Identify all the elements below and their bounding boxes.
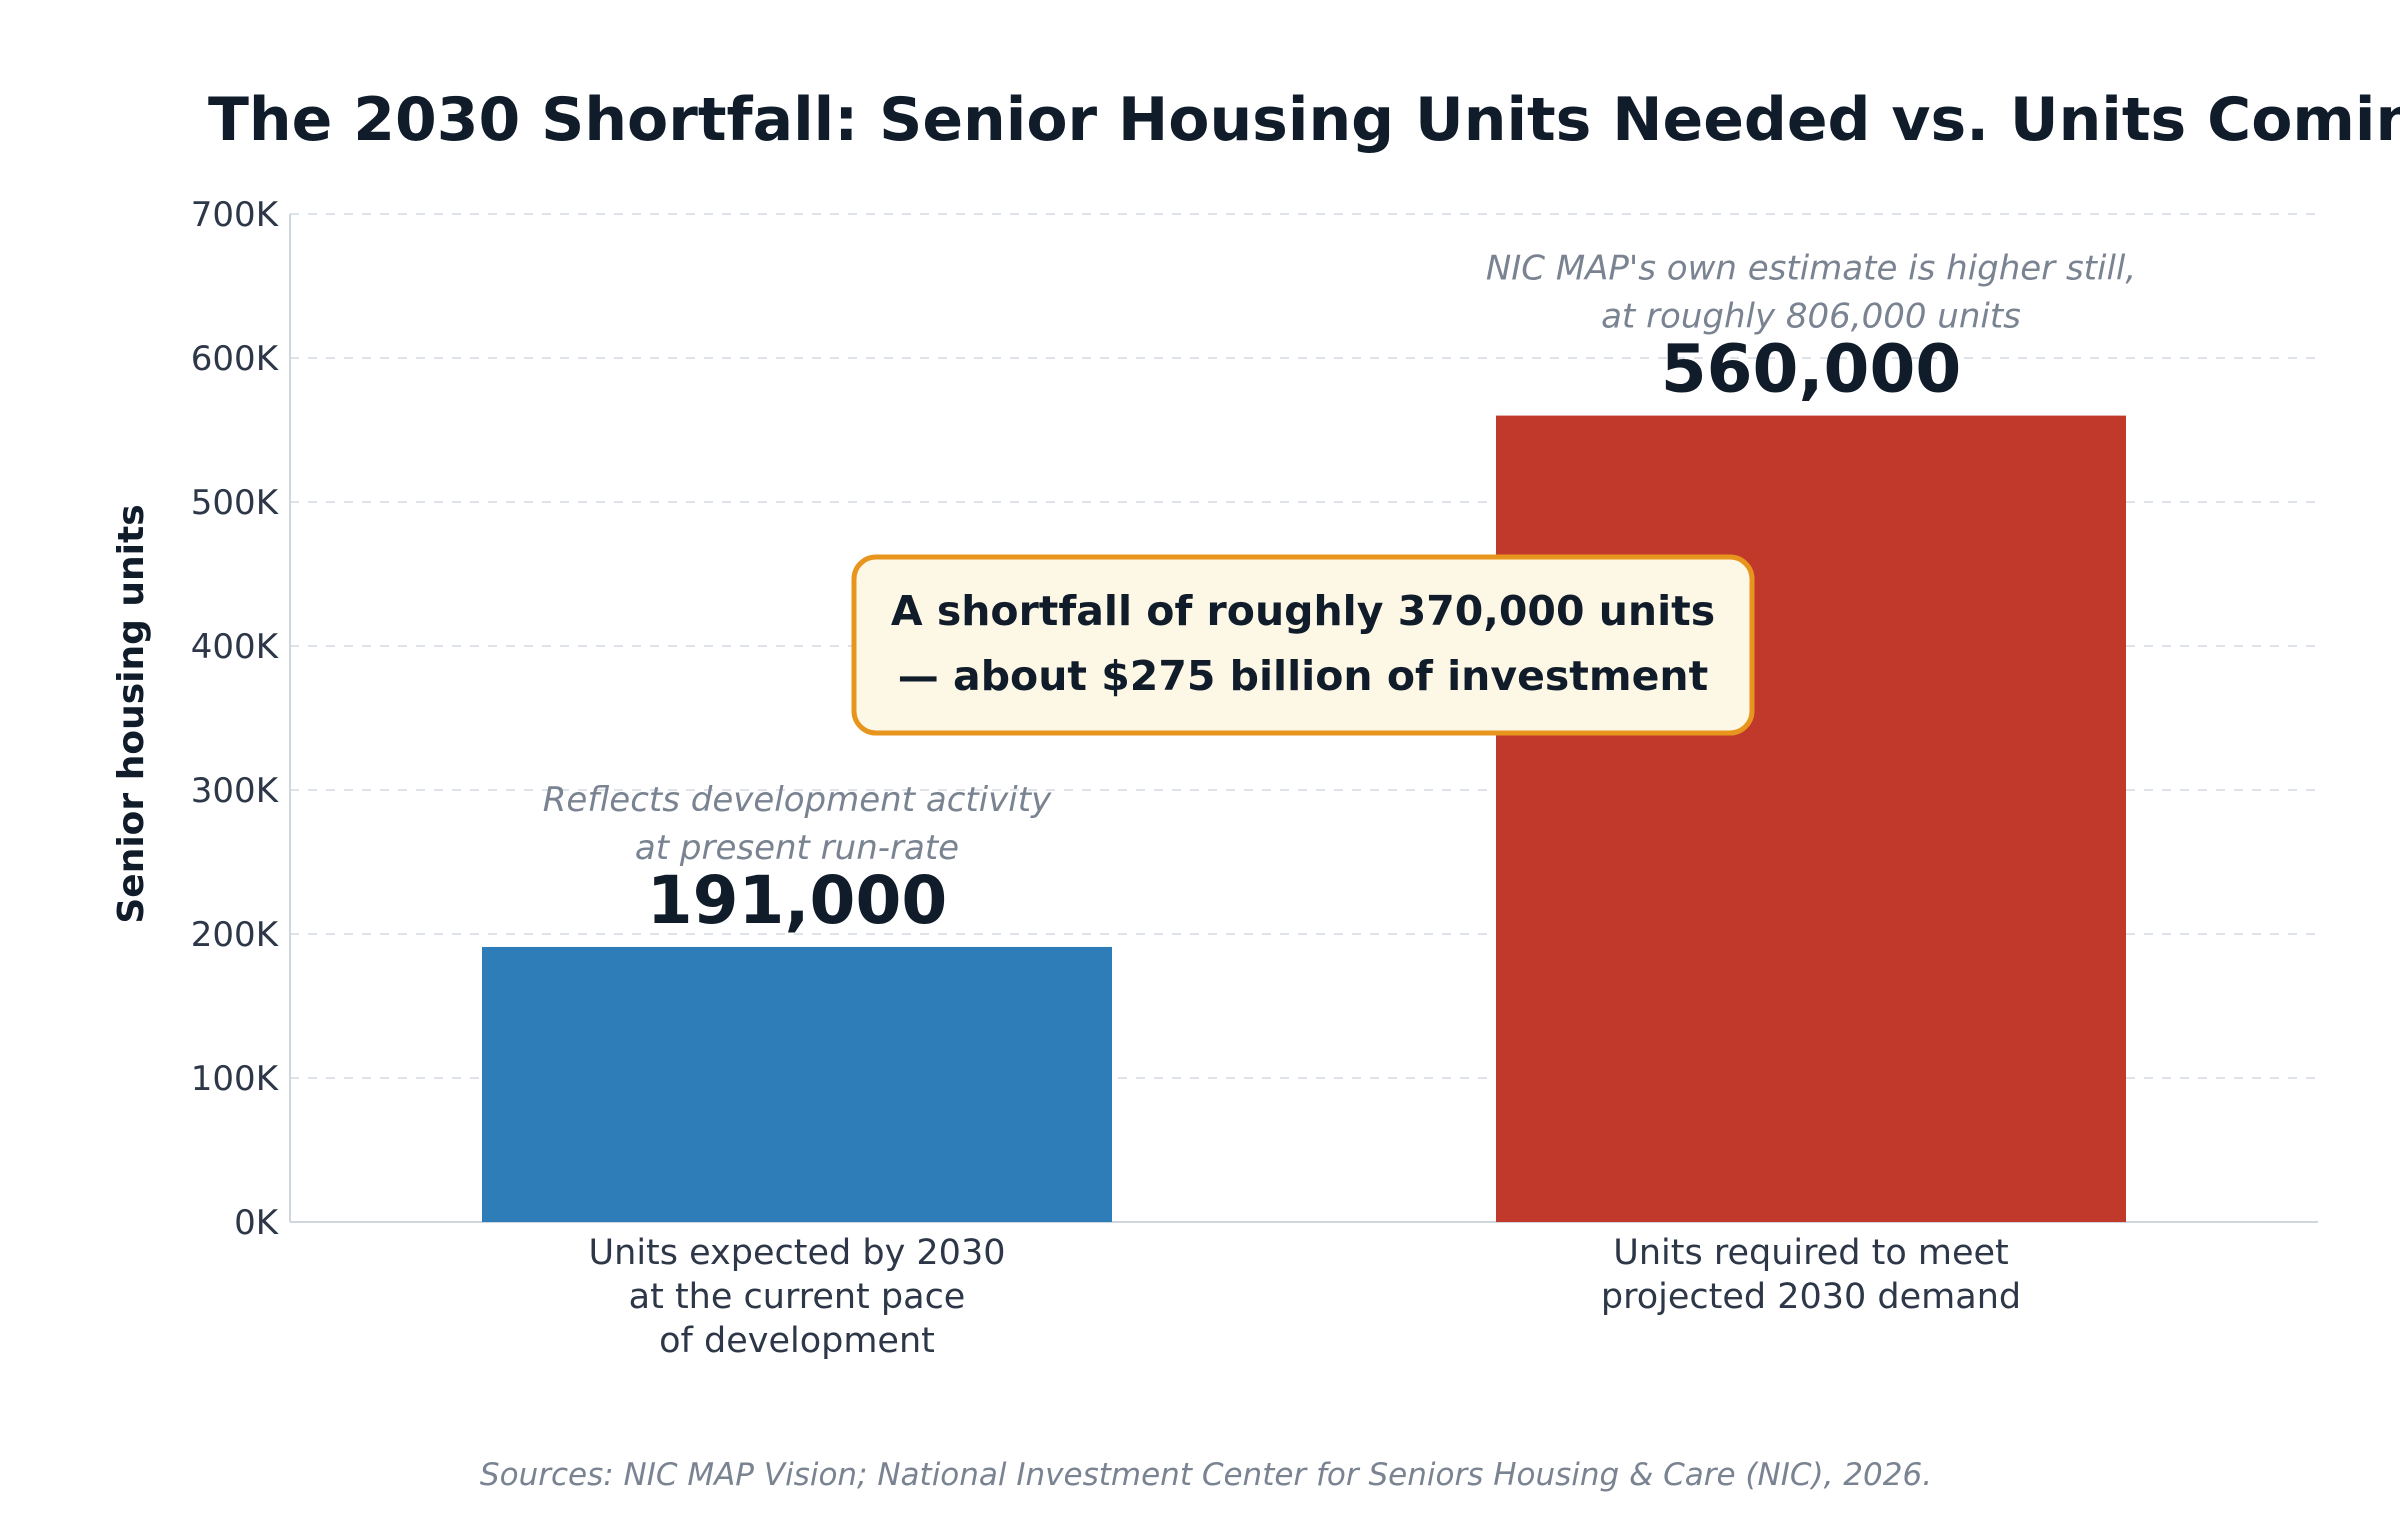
y-tick-label: 100K	[191, 1059, 280, 1099]
callout-text: — about $275 billion of investment	[898, 652, 1708, 700]
x-tick-label: Units expected by 2030	[589, 1233, 1006, 1273]
bars	[482, 415, 2126, 1223]
source-note: Sources: NIC MAP Vision; National Invest…	[480, 1457, 1932, 1493]
shortfall-callout: A shortfall of roughly 370,000 units — ab…	[851, 554, 1755, 736]
bar-value-label: 191,000	[647, 862, 948, 939]
y-tick-label: 0K	[234, 1203, 280, 1243]
bar-1	[482, 946, 1112, 1222]
bar-value-label: 560,000	[1661, 331, 1962, 408]
x-tick-label: projected 2030 demand	[1601, 1277, 2021, 1317]
callout-box	[851, 554, 1755, 736]
y-tick-labels: 0K 100K 200K 300K 400K 500K 600K 700K	[191, 195, 280, 1243]
y-tick-label: 600K	[191, 339, 280, 379]
bar-2	[1496, 415, 2126, 1223]
bar-annotation: Reflects development activity	[543, 780, 1052, 820]
bar-labels: 191,000 Reflects development activity at p…	[543, 249, 2136, 1361]
bar-annotation: NIC MAP's own estimate is higher still,	[1486, 249, 2136, 289]
callout-text: A shortfall of roughly 370,000 units	[891, 587, 1715, 635]
x-tick-label: Units required to meet	[1613, 1233, 2009, 1273]
chart-title: The 2030 Shortfall: Senior Housing Units…	[208, 85, 2400, 155]
y-tick-label: 300K	[191, 771, 280, 811]
x-tick-label: at the current pace	[629, 1277, 966, 1317]
y-axis-label: Senior housing units	[111, 504, 152, 923]
y-tick-label: 200K	[191, 915, 280, 955]
y-tick-label: 400K	[191, 627, 280, 667]
x-tick-label: of development	[659, 1321, 935, 1361]
bar-annotation: at present run-rate	[635, 828, 959, 868]
y-tick-label: 500K	[191, 483, 280, 523]
bar-annotation: at roughly 806,000 units	[1601, 297, 2021, 337]
y-tick-label: 700K	[191, 195, 280, 235]
